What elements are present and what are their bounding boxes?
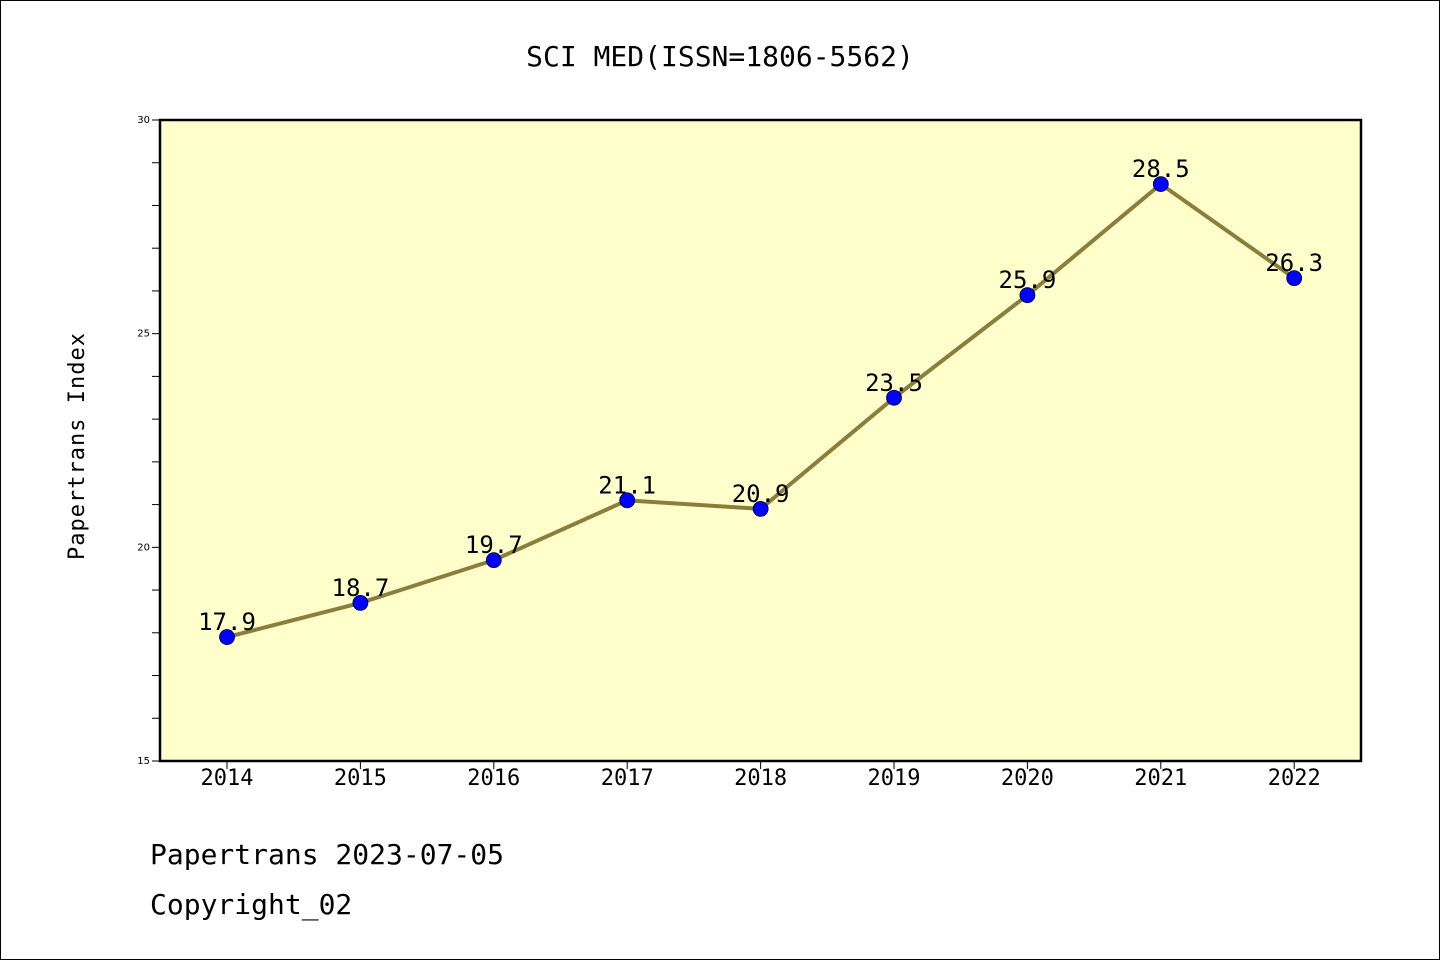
x-tick-label: 2018: [734, 766, 787, 791]
y-tick-label: 30: [137, 115, 150, 126]
x-tick-label: 2022: [1268, 766, 1321, 791]
data-point: [1019, 287, 1036, 304]
data-label: 19.7: [465, 531, 523, 559]
data-label: 28.5: [1132, 155, 1190, 183]
data-point: [619, 492, 636, 509]
y-axis-label: Papertrans Index: [65, 332, 90, 560]
data-point: [352, 594, 369, 611]
data-point: [219, 629, 235, 645]
x-tick-label: 2020: [1001, 766, 1054, 791]
x-tick-label: 2019: [868, 766, 921, 791]
data-label: 21.1: [598, 471, 656, 499]
x-tick-label: 2016: [467, 766, 520, 791]
x-tick-label: 2015: [334, 766, 387, 791]
data-label: 25.9: [999, 266, 1057, 294]
x-tick-label: 2017: [601, 766, 654, 791]
footer-date: Papertrans 2023-07-05: [150, 838, 504, 871]
series-group: 17.9 18.7 19.7 21.1 20.9 23.5 25.9 28.5 26.3: [198, 155, 1323, 645]
footer-copyright: Copyright_02: [150, 888, 352, 922]
data-point: [485, 552, 502, 569]
plot-border: [158, 118, 1363, 763]
data-label: 17.9: [198, 608, 256, 636]
y-tick-label: 15: [137, 756, 150, 767]
data-point: [1286, 270, 1303, 287]
data-point: [1152, 176, 1169, 193]
x-axis-ticks: 2014 2015 2016 2017 2018 2019 2020 2021 2022: [201, 761, 1321, 791]
y-axis-ticks: 15 20 25 30: [137, 115, 160, 767]
data-label: 26.3: [1265, 249, 1323, 277]
data-label: 18.7: [332, 574, 390, 602]
data-label: 23.5: [865, 369, 923, 397]
data-label: 20.9: [732, 480, 790, 508]
plot-area: [160, 120, 1361, 761]
y-tick-label: 25: [137, 329, 150, 340]
x-tick-label: 2014: [201, 766, 254, 791]
data-point: [752, 500, 769, 517]
x-tick-label: 2021: [1134, 766, 1187, 791]
data-point: [886, 389, 902, 406]
y-tick-label: 20: [137, 542, 150, 553]
chart-title: SCI MED(ISSN=1806-5562): [526, 40, 914, 73]
